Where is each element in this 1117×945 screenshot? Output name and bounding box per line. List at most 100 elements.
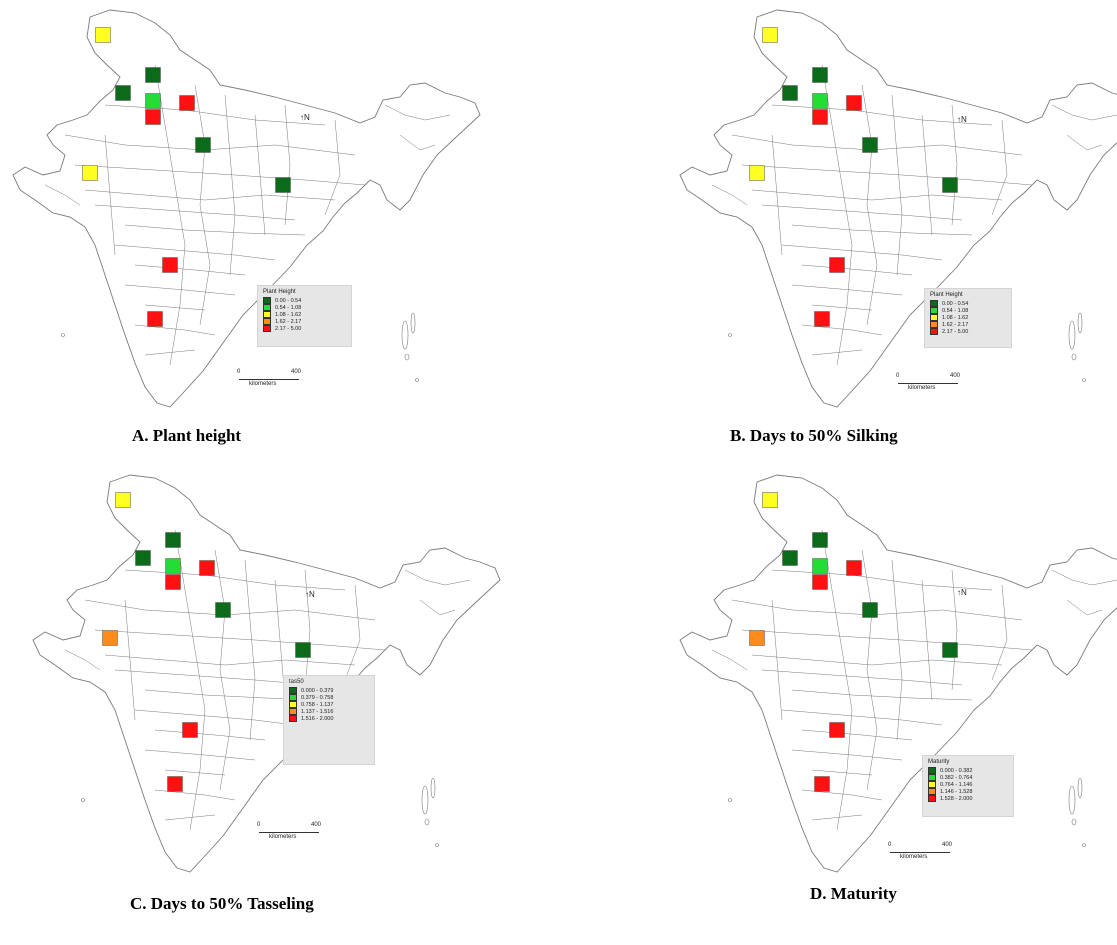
district-boundary (761, 204, 963, 221)
legend-label: 0.379 - 0.758 (301, 694, 334, 701)
island-outline (410, 312, 416, 334)
marker-jammu-kashmir (115, 492, 131, 508)
marker-jammu-kashmir (762, 492, 778, 508)
legend-swatch (263, 318, 271, 325)
marker-himachal (812, 67, 828, 83)
island-outline (404, 353, 410, 361)
island-outline (81, 798, 85, 802)
legend-label: 1.62 - 2.17 (942, 321, 969, 328)
map-panel-b: ↑N Plant Height 0.00 - 0.54 0.54 - 1.08 1.… (672, 5, 1117, 415)
marker-jharkhand (275, 177, 291, 193)
district-boundary (104, 654, 356, 666)
marker-punjab (135, 550, 151, 566)
district-boundary (951, 104, 958, 226)
district-boundary (64, 649, 101, 671)
marker-haryana (165, 558, 181, 574)
district-boundary (801, 729, 913, 741)
district-boundary (761, 669, 963, 686)
legend-swatch (263, 304, 271, 311)
district-boundary (861, 549, 878, 791)
district-boundary (419, 599, 456, 616)
legend-entry: 0.54 - 1.08 (930, 307, 1006, 314)
legend-label: 0.54 - 1.08 (942, 307, 969, 314)
legend-label: 2.17 - 5.00 (942, 328, 969, 335)
district-boundary (741, 629, 1033, 651)
district-boundary (711, 184, 748, 206)
legend-swatch (289, 708, 297, 715)
district-boundary (991, 584, 1008, 681)
district-boundary (154, 64, 186, 366)
island-outline (401, 320, 409, 350)
marker-maharashtra (162, 257, 178, 273)
legend-entry: 1.08 - 1.62 (930, 314, 1006, 321)
marker-karnataka (814, 311, 830, 327)
marker-delhi (165, 574, 181, 590)
district-boundary (1051, 569, 1117, 586)
legend-label: 0.00 - 0.54 (275, 297, 302, 304)
district-boundary (164, 814, 216, 821)
caption-b: B. Days to 50% Silking (730, 426, 898, 445)
legend-label: 1.146 - 1.528 (940, 788, 973, 795)
district-boundary (1066, 134, 1103, 151)
north-arrow: ↑N (957, 115, 967, 124)
district-boundary (214, 549, 231, 791)
marker-delhi (812, 574, 828, 590)
island-outline (728, 333, 732, 337)
legend-entry: 2.17 - 5.00 (263, 325, 346, 332)
island-outline (435, 843, 439, 847)
marker-punjab (782, 550, 798, 566)
legend-label: 1.516 - 2.000 (301, 715, 334, 722)
marker-jharkhand (942, 177, 958, 193)
district-boundary (781, 709, 943, 726)
legend-swatch (263, 297, 271, 304)
marker-uttarakhand (846, 560, 862, 576)
district-boundary (194, 84, 211, 326)
marker-uttar-pradesh (862, 137, 878, 153)
island-outline (1071, 353, 1077, 361)
marker-haryana (812, 558, 828, 574)
marker-uttarakhand (179, 95, 195, 111)
district-boundary (801, 264, 913, 276)
district-boundary (951, 569, 958, 691)
district-boundary (94, 629, 386, 651)
legend-swatch (928, 781, 936, 788)
district-boundary (751, 654, 1003, 666)
district-boundary (771, 569, 993, 591)
legend-entry: 1.146 - 1.528 (928, 788, 1008, 795)
legend-title: Plant Height (930, 292, 963, 298)
marker-uttarakhand (199, 560, 215, 576)
district-boundary (244, 559, 256, 741)
legend-swatch (289, 715, 297, 722)
island-outline (1071, 818, 1077, 826)
district-boundary (891, 559, 903, 741)
caption-d: D. Maturity (810, 884, 897, 903)
district-boundary (144, 349, 196, 356)
marker-jharkhand (295, 642, 311, 658)
island-outline (1077, 312, 1083, 334)
district-boundary (104, 104, 326, 126)
map-panel-a: ↑N Plant Height 0.00 - 0.54 0.54 - 1.08 1.… (5, 5, 505, 415)
legend-entry: 2.17 - 5.00 (930, 328, 1006, 335)
district-boundary (154, 729, 266, 741)
marker-gujarat (82, 165, 98, 181)
district-boundary (124, 224, 306, 236)
legend-entry: 1.62 - 2.17 (930, 321, 1006, 328)
district-boundary (1051, 104, 1117, 121)
marker-karnataka (167, 776, 183, 792)
legend-entry: 0.382 - 0.764 (928, 774, 1008, 781)
marker-jammu-kashmir (95, 27, 111, 43)
district-boundary (324, 119, 341, 216)
district-boundary (124, 284, 236, 296)
marker-karnataka (814, 776, 830, 792)
marker-punjab (782, 85, 798, 101)
district-boundary (254, 114, 266, 236)
legend-d: Maturity 0.000 - 0.382 0.382 - 0.764 0.764… (922, 755, 1014, 817)
north-arrow: ↑N (300, 113, 310, 122)
district-boundary (811, 349, 863, 356)
district-boundary (771, 104, 993, 126)
island-outline (1082, 843, 1086, 847)
north-arrow: ↑N (957, 588, 967, 597)
marker-gujarat (749, 630, 765, 646)
district-boundary (921, 114, 933, 236)
district-boundary (344, 584, 361, 681)
